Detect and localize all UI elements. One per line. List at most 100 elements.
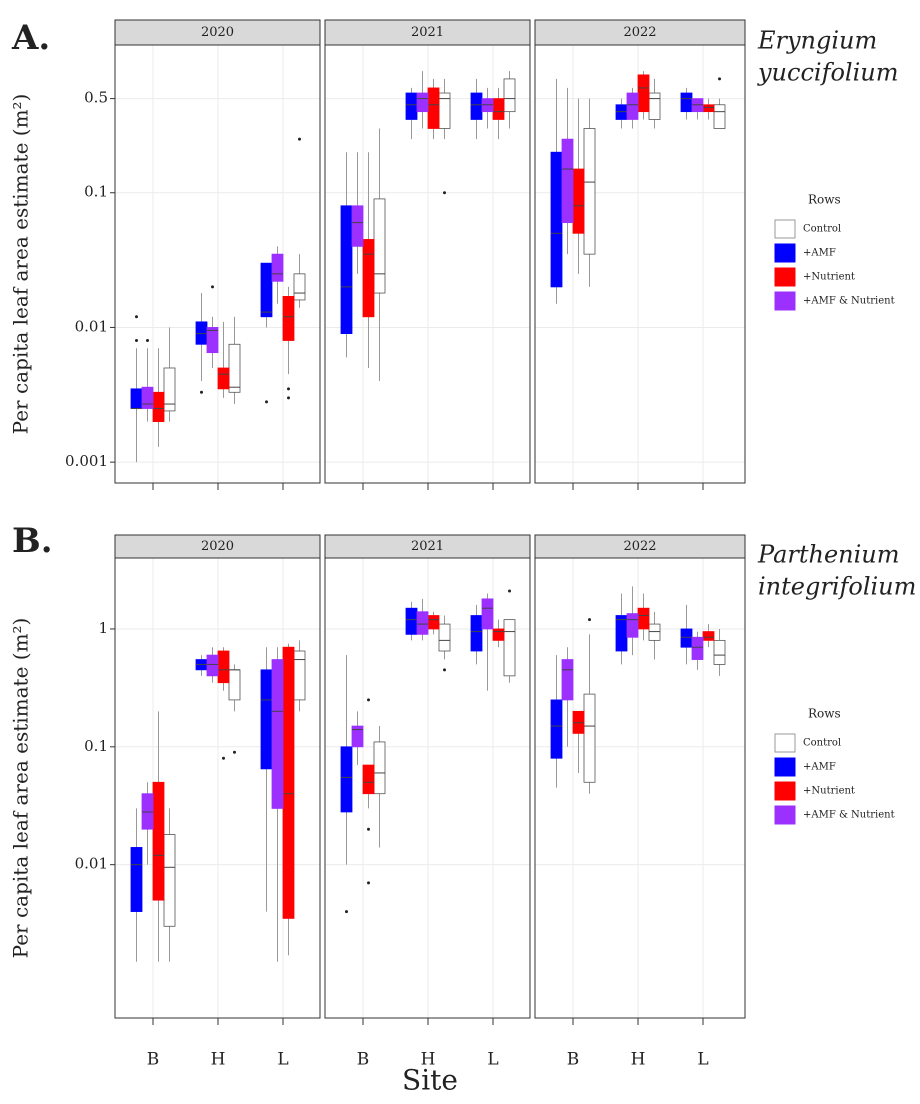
panel-border (534, 557, 746, 1019)
box (438, 623, 451, 652)
outlier (135, 338, 138, 342)
box (362, 764, 375, 795)
outlier (367, 881, 370, 885)
box (293, 650, 306, 701)
box (206, 327, 219, 354)
box (626, 92, 639, 120)
panel-label: A. (11, 18, 50, 58)
outlier (211, 285, 214, 289)
box (648, 92, 661, 120)
facet-label: 2022 (623, 25, 656, 40)
x-tick-label: L (697, 1050, 708, 1070)
species-name: Eryngium (757, 27, 877, 55)
box (427, 87, 440, 129)
x-tick-label: B (357, 1050, 370, 1070)
box (583, 693, 596, 783)
panel-border (324, 44, 531, 484)
species-name: integrifolium (758, 573, 916, 601)
box (351, 725, 364, 748)
outlier (222, 756, 225, 760)
box (583, 128, 596, 255)
x-tick-label: B (567, 1050, 580, 1070)
legend-label: +AMF & Nutrient (803, 296, 895, 307)
legend-label: +AMF (803, 248, 836, 259)
y-tick-label: 1 (98, 619, 108, 637)
panel-border (114, 557, 321, 1019)
outlier (135, 315, 138, 319)
x-tick-label: H (631, 1050, 646, 1070)
outlier (287, 387, 290, 391)
species-name: yuccifolium (757, 59, 898, 87)
outlier (367, 827, 370, 831)
facet-label: 2020 (201, 25, 234, 40)
legend-swatch (774, 781, 796, 801)
box (702, 104, 715, 113)
facet-label: 2022 (623, 539, 656, 554)
box (217, 650, 230, 684)
legend-swatch (774, 805, 796, 825)
box (282, 296, 295, 341)
box (713, 104, 726, 129)
legend-swatch (774, 267, 796, 287)
x-tick-label: L (487, 1050, 498, 1070)
box (470, 615, 483, 652)
box (271, 253, 284, 282)
box (282, 646, 295, 919)
box (206, 654, 219, 677)
facet-strip (114, 19, 321, 46)
legend-swatch (774, 757, 796, 777)
legend-swatch (774, 219, 796, 239)
box (260, 669, 273, 770)
box (152, 781, 165, 901)
outlier (298, 137, 301, 141)
facet-label: 2021 (411, 539, 444, 554)
outlier (508, 589, 511, 593)
outlier (265, 400, 268, 404)
box (340, 205, 353, 335)
box (648, 623, 661, 641)
box (550, 151, 563, 288)
box (691, 636, 704, 660)
legend-label: +Nutrient (803, 272, 855, 283)
box (405, 607, 418, 635)
outlier (345, 910, 348, 914)
box (340, 746, 353, 813)
box (228, 669, 241, 701)
box (637, 74, 650, 113)
panel-border (324, 557, 531, 1019)
species-name: Parthenium (757, 541, 900, 569)
y-tick-label: 0.5 (84, 89, 108, 107)
outlier (200, 390, 203, 394)
box (503, 619, 516, 677)
x-tick-label: L (277, 1050, 288, 1070)
box (163, 367, 176, 412)
box (416, 611, 429, 635)
box (702, 631, 715, 641)
x-tick-label: H (211, 1050, 226, 1070)
facet-label: 2020 (201, 539, 234, 554)
panel-label: B. (12, 521, 53, 561)
box (416, 92, 429, 113)
legend-label: Control (803, 224, 841, 235)
outlier (588, 618, 591, 622)
box (405, 92, 418, 120)
box (293, 273, 306, 301)
y-tick-label: 0.01 (75, 855, 108, 873)
box (561, 138, 574, 224)
legend-swatch (774, 733, 796, 753)
outlier (443, 668, 446, 672)
box (141, 386, 154, 409)
facet-strip (324, 19, 531, 46)
box (503, 78, 516, 113)
box (362, 239, 375, 318)
y-axis-label: Per capita leaf area estimate (m²) (9, 94, 33, 435)
box (561, 659, 574, 701)
box (141, 793, 154, 830)
legend-title: Rows (808, 707, 841, 721)
facet-label: 2021 (411, 25, 444, 40)
outlier (367, 698, 370, 702)
box (637, 607, 650, 630)
legend-label: +AMF (803, 762, 836, 773)
box (130, 847, 143, 912)
panel-border (114, 44, 321, 484)
